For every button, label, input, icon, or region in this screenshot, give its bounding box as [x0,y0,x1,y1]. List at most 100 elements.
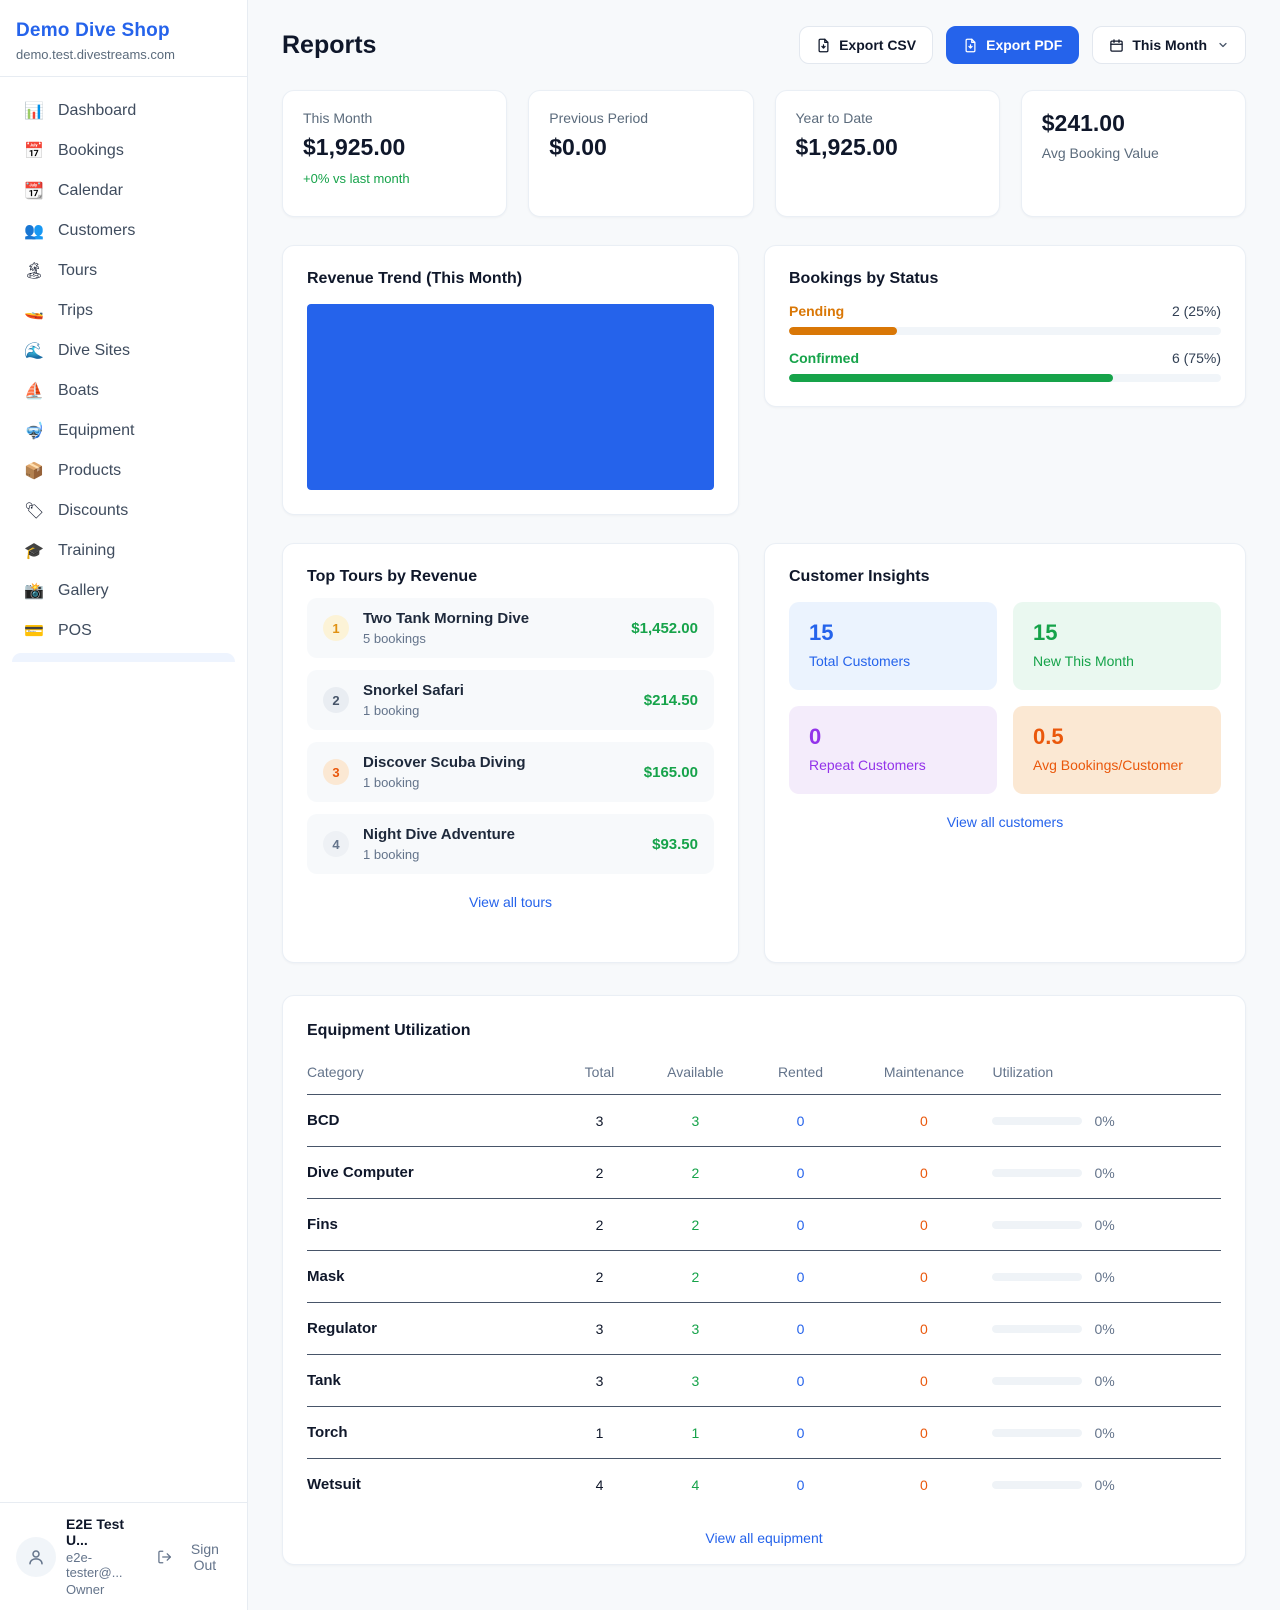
tour-bookings: 1 booking [363,775,420,790]
tour-name: Two Tank Morning Dive [363,610,530,627]
period-dropdown[interactable]: This Month [1092,26,1246,64]
sidebar: Demo Dive Shop demo.test.divestreams.com… [0,0,248,1610]
customer-insights-card: Customer Insights 15 Total Customers 15 … [764,543,1246,963]
user-role: Owner [66,1582,105,1597]
equipment-rented: 0 [745,1354,856,1407]
utilization-bar-track [992,1116,1083,1125]
equipment-available: 3 [645,1354,746,1407]
tile-new-this-month: 15 New This Month [1013,602,1221,690]
rank-badge: 3 [323,759,349,785]
equipment-total: 3 [553,1354,646,1407]
equipment-category: Regulator [307,1302,554,1355]
utilization-percent: 0% [1094,1424,1115,1441]
equipment-total: 3 [553,1302,646,1355]
tour-row: 1 Two Tank Morning Dive 5 bookings $1,45… [307,598,714,658]
tour-revenue: $165.00 [643,763,698,781]
equipment-utilization-title: Equipment Utilization [307,1022,471,1039]
status-value: 6 (75%) [1171,350,1221,366]
table-row: Wetsuit 4 4 0 0 0% [307,1459,1221,1511]
tour-revenue: $214.50 [643,691,698,709]
export-pdf-button[interactable]: Export PDF [946,26,1080,64]
tour-name: Snorkel Safari [363,682,464,699]
sidebar-item-training[interactable]: 🎓 Training [24,542,116,560]
sidebar-item-trips[interactable]: 🚤 Trips [24,302,93,320]
sign-out-button[interactable]: Sign Out [157,1541,231,1573]
table-row: Dive Computer 2 2 0 0 0% [307,1146,1221,1199]
graduation-cap-icon: 🎓 [24,543,44,560]
sidebar-item-partial-highlight[interactable] [12,653,235,662]
camera-icon: 📸 [24,583,44,600]
equipment-maintenance: 0 [855,1250,993,1303]
equipment-total: 4 [595,1476,604,1493]
table-row: Tank 3 3 0 0 0% [307,1354,1221,1407]
equipment-rented: 0 [796,1476,805,1493]
sidebar-item-discounts[interactable]: 🏷 Discounts [24,502,129,520]
equipment-available: 1 [645,1406,746,1459]
user-name: E2E Test U... [66,1516,125,1548]
sidebar-item-equipment[interactable]: 🤿 Equipment [24,422,135,440]
sidebar-nav: 📊 Dashboard 📅 Bookings 📆 Calendar 👥 Cust… [0,77,247,1502]
calendar-icon [1110,38,1124,52]
page-title: Reports [282,30,377,59]
top-tours-card: Top Tours by Revenue 1 Two Tank Morning … [282,543,739,963]
sidebar-item-pos[interactable]: 💳 POS [24,622,92,640]
view-all-equipment-link[interactable]: View all equipment [307,1530,1221,1546]
equipment-rented: 0 [745,1406,856,1459]
table-row: BCD 3 3 0 0 0% [307,1094,1221,1147]
tag-icon: 🏷 [24,503,45,520]
sidebar-item-gallery[interactable]: 📸 Gallery [24,582,109,600]
equipment-maintenance: 0 [855,1198,993,1251]
status-label: Pending [789,303,845,319]
equipment-rented: 0 [745,1094,856,1147]
utilization-bar-track [992,1480,1083,1489]
status-row-pending: Pending 2 (25%) [789,303,1221,335]
equipment-maintenance: 0 [855,1146,993,1199]
equipment-utilization-card: Equipment Utilization Category Total Ava… [282,995,1246,1565]
file-download-icon [965,38,976,52]
equipment-category: Dive Computer [307,1146,554,1199]
equipment-category: Wetsuit [307,1476,361,1493]
equipment-rented: 0 [745,1198,856,1251]
equipment-rented: 0 [745,1146,856,1199]
sidebar-item-dive-sites[interactable]: 🌊 Dive Sites [24,342,131,360]
stat-delta: +0% vs last month [303,171,410,186]
customer-insights-title: Customer Insights [789,568,930,585]
utilization-percent: 0% [1094,1268,1115,1285]
equipment-maintenance: 0 [855,1094,993,1147]
status-value: 2 (25%) [1171,303,1221,319]
tour-revenue: $1,452.00 [631,619,698,637]
equipment-table: Category Total Available Rented Maintena… [307,1054,1221,1510]
sidebar-item-customers[interactable]: 👥 Customers [24,222,136,240]
rank-badge: 2 [323,687,349,713]
sidebar-item-products[interactable]: 📦 Products [24,462,122,480]
stat-card-avg-booking-value: $241.00 Avg Booking Value [1020,90,1246,217]
sidebar-item-boats[interactable]: ⛵ Boats [24,382,99,400]
user-email: e2e-tester@... [66,1550,123,1580]
revenue-trend-title: Revenue Trend (This Month) [307,270,523,287]
utilization-bar-track [992,1220,1083,1229]
stat-cards-row: This Month $1,925.00 +0% vs last month P… [282,90,1246,217]
view-all-tours-link[interactable]: View all tours [307,894,714,910]
export-csv-button[interactable]: Export CSV [799,26,934,64]
sidebar-item-tours[interactable]: 🏝 Tours [24,262,98,280]
table-row: Regulator 3 3 0 0 0% [307,1302,1221,1355]
chevron-down-icon [1219,42,1227,48]
utilization-bar-track [992,1168,1083,1177]
stat-card-previous-period: Previous Period $0.00 [528,90,754,217]
sidebar-item-dashboard[interactable]: 📊 Dashboard [24,102,137,120]
utilization-percent: 0% [1094,1216,1115,1233]
bookings-by-status-card: Bookings by Status Pending 2 (25%) Confi… [764,245,1246,407]
equipment-available: 2 [645,1250,746,1303]
file-download-icon [818,38,829,52]
top-tours-title: Top Tours by Revenue [307,568,478,585]
equipment-available: 4 [691,1476,700,1493]
calendar-icon: 📆 [24,183,44,200]
shop-domain: demo.test.divestreams.com [16,47,175,62]
sidebar-item-bookings[interactable]: 📅 Bookings [24,142,124,160]
equipment-maintenance: 0 [855,1302,993,1355]
tile-repeat-customers: 0 Repeat Customers [789,706,997,794]
sidebar-user-footer: E2E Test U... e2e-tester@... Owner Sign … [0,1502,247,1610]
sidebar-item-calendar[interactable]: 📆 Calendar [24,182,123,200]
tour-name: Discover Scuba Diving [363,754,526,771]
view-all-customers-link[interactable]: View all customers [789,814,1221,830]
